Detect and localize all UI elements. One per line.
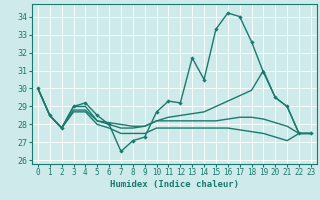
X-axis label: Humidex (Indice chaleur): Humidex (Indice chaleur) <box>110 180 239 189</box>
